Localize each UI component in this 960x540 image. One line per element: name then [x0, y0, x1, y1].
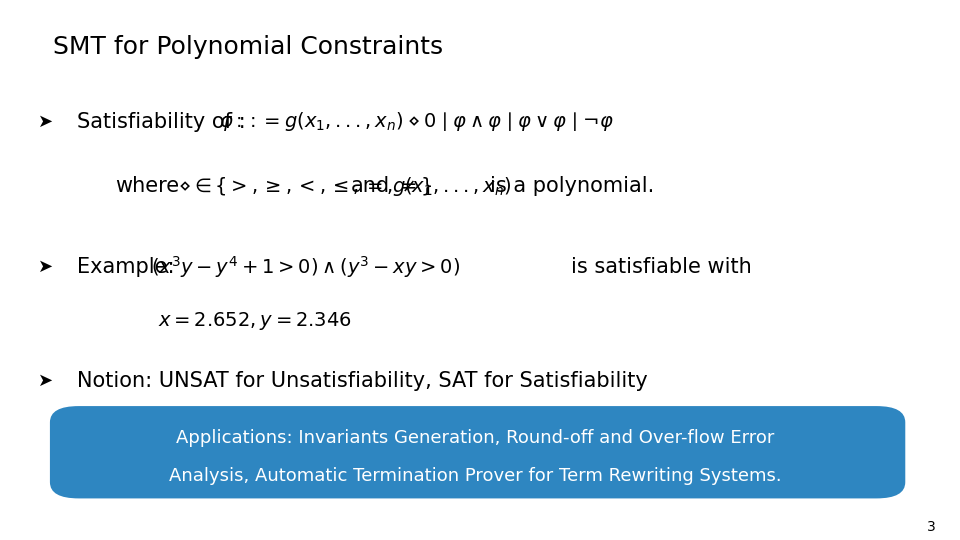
Text: where: where: [115, 176, 180, 197]
Text: $(x^3y - y^4 + 1 > 0) \wedge (y^3 - xy > 0)$: $(x^3y - y^4 + 1 > 0) \wedge (y^3 - xy >…: [151, 254, 460, 280]
Text: ➤: ➤: [38, 372, 54, 390]
Text: ➤: ➤: [38, 258, 54, 276]
Text: $\diamond \in \{>,\geq,<,\leq,=,\neq\}$: $\diamond \in \{>,\geq,<,\leq,=,\neq\}$: [178, 176, 432, 197]
Text: $\varphi ::= g(x_1,...,x_n) \diamond 0 \mid \varphi \wedge \varphi \mid \varphi : $\varphi ::= g(x_1,...,x_n) \diamond 0 \…: [219, 110, 613, 133]
Text: and: and: [350, 176, 390, 197]
Text: $g(x_1,...,x_n)$: $g(x_1,...,x_n)$: [392, 175, 511, 198]
Text: $x = 2.652, y = 2.346$: $x = 2.652, y = 2.346$: [158, 310, 352, 332]
Text: Analysis, Automatic Termination Prover for Term Rewriting Systems.: Analysis, Automatic Termination Prover f…: [169, 467, 781, 485]
Text: is a polynomial.: is a polynomial.: [490, 176, 654, 197]
Text: Applications: Invariants Generation, Round-off and Over-flow Error: Applications: Invariants Generation, Rou…: [176, 429, 775, 448]
Text: Satisfiability of :: Satisfiability of :: [77, 111, 252, 132]
Text: Notion: UNSAT for Unsatisfiability, SAT for Satisfiability: Notion: UNSAT for Unsatisfiability, SAT …: [77, 370, 648, 391]
FancyBboxPatch shape: [50, 406, 905, 498]
Text: 3: 3: [927, 519, 936, 534]
Text: ➤: ➤: [38, 112, 54, 131]
Text: SMT for Polynomial Constraints: SMT for Polynomial Constraints: [53, 35, 443, 59]
Text: Example:: Example:: [77, 257, 180, 278]
Text: is satisfiable with: is satisfiable with: [571, 257, 752, 278]
